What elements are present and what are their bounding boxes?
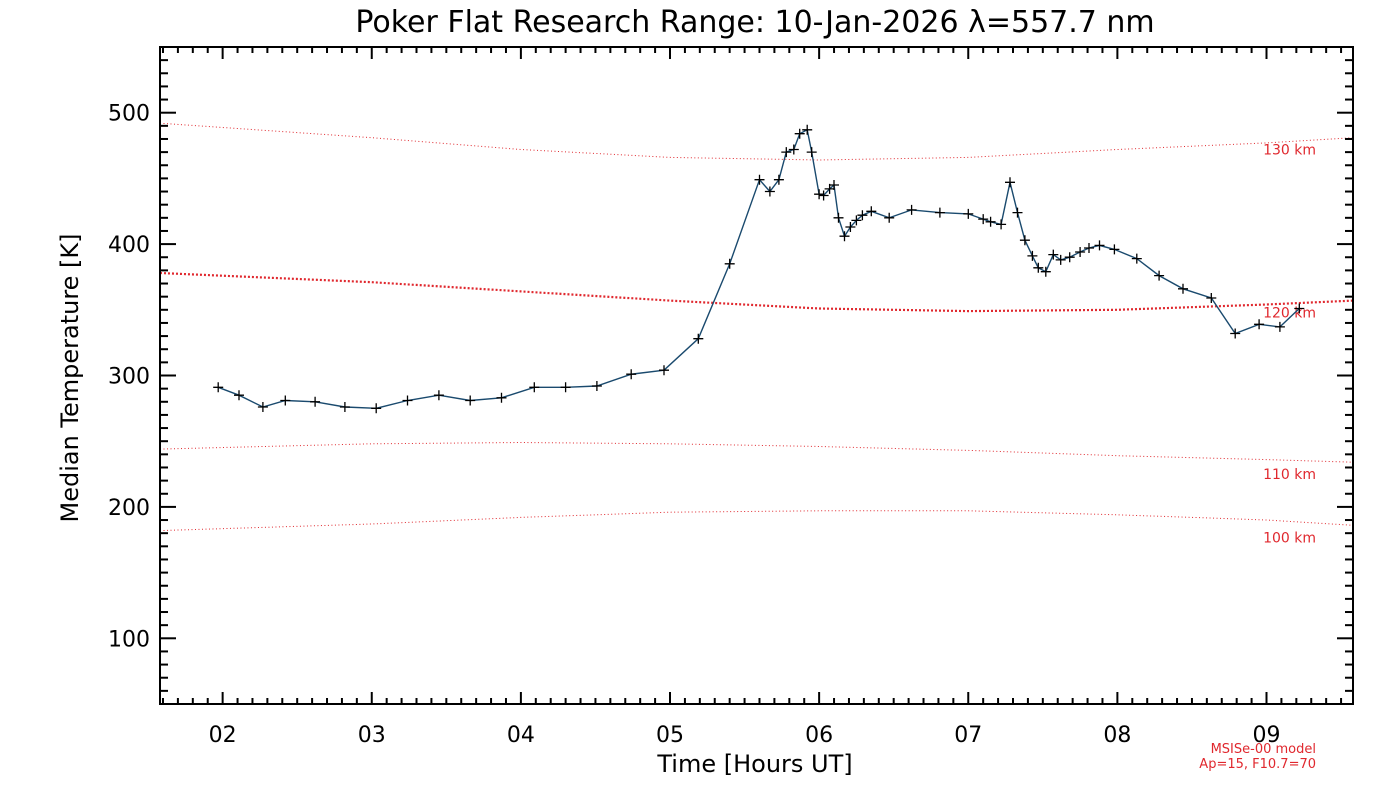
y-tick-label: 500 bbox=[108, 102, 150, 127]
y-tick-label: 300 bbox=[108, 365, 150, 390]
data-point bbox=[1033, 262, 1044, 273]
data-point bbox=[1027, 250, 1038, 261]
data-point bbox=[1064, 252, 1075, 263]
data-point bbox=[591, 381, 602, 391]
data-point bbox=[1055, 254, 1066, 265]
x-axis-label: Time [Hours UT] bbox=[656, 750, 852, 778]
data-point bbox=[781, 147, 792, 158]
data-point bbox=[906, 204, 917, 215]
x-tick-label: 07 bbox=[954, 723, 982, 748]
data-point bbox=[693, 333, 704, 344]
data-point bbox=[833, 212, 844, 223]
model-curve-120-km bbox=[159, 271, 1354, 313]
data-point bbox=[1206, 293, 1217, 303]
data-point bbox=[806, 147, 817, 158]
data-point bbox=[788, 144, 799, 155]
data-point bbox=[234, 390, 244, 401]
data-point bbox=[857, 210, 868, 221]
data-point bbox=[659, 365, 669, 376]
data-point bbox=[1005, 177, 1015, 188]
y-axis-label: Median Temperature [K] bbox=[56, 233, 84, 522]
data-point bbox=[866, 206, 877, 217]
model-curve-110-km bbox=[159, 441, 1354, 463]
model-note-name: MSISe-00 model bbox=[1211, 742, 1316, 757]
data-point bbox=[963, 208, 974, 219]
x-tick-label: 06 bbox=[805, 723, 833, 748]
data-point bbox=[1075, 247, 1086, 257]
series-line bbox=[217, 128, 1300, 410]
data-point bbox=[1294, 303, 1305, 314]
data-point bbox=[814, 189, 825, 200]
model-curve-100-km bbox=[159, 510, 1354, 532]
y-tick-label: 400 bbox=[108, 233, 150, 258]
data-point bbox=[1230, 328, 1241, 339]
data-point bbox=[1040, 266, 1051, 277]
axis-tick-labels: 02 03 04 05 06 07 08 09 100 200 300 400 500 bbox=[108, 102, 1281, 748]
data-point bbox=[884, 212, 895, 223]
y-tick-label: 200 bbox=[108, 496, 150, 521]
data-point bbox=[802, 124, 813, 135]
data-point bbox=[754, 174, 765, 185]
model-curve-label: 100 km bbox=[1263, 530, 1316, 546]
x-tick-label: 05 bbox=[656, 723, 684, 748]
data-point bbox=[845, 222, 856, 232]
x-tick-label: 03 bbox=[358, 723, 386, 748]
data-point bbox=[560, 382, 571, 393]
data-point bbox=[724, 258, 735, 269]
data-point bbox=[773, 174, 784, 185]
data-point bbox=[794, 128, 805, 139]
data-point bbox=[1274, 321, 1285, 332]
data-point bbox=[371, 403, 382, 414]
y-tick-label: 100 bbox=[108, 627, 150, 652]
data-point bbox=[310, 396, 321, 407]
model-curve-label: 130 km bbox=[1263, 143, 1316, 159]
data-point bbox=[213, 382, 224, 393]
data-point bbox=[839, 231, 850, 242]
data-point bbox=[1154, 270, 1165, 281]
data-point bbox=[1109, 244, 1120, 255]
data-point bbox=[496, 392, 507, 403]
x-tick-label: 08 bbox=[1103, 723, 1131, 748]
data-series bbox=[213, 124, 1305, 414]
data-point bbox=[851, 215, 862, 226]
plot-frame bbox=[159, 46, 1354, 705]
data-point bbox=[1131, 253, 1142, 264]
data-point bbox=[1254, 319, 1265, 330]
data-point bbox=[764, 186, 775, 197]
axis-ticks bbox=[160, 46, 1353, 705]
x-tick-label: 09 bbox=[1253, 723, 1281, 748]
data-point bbox=[529, 382, 540, 393]
data-point bbox=[1094, 240, 1105, 251]
data-point bbox=[829, 180, 839, 190]
model-note-params: Ap=15, F10.7=70 bbox=[1199, 757, 1316, 772]
data-point bbox=[339, 402, 350, 412]
data-point bbox=[257, 402, 268, 412]
data-point bbox=[985, 216, 996, 227]
chart-title: Poker Flat Research Range: 10-Jan-2026 λ… bbox=[355, 5, 1154, 40]
model-curve-label: 110 km bbox=[1263, 467, 1316, 483]
model-curve-130-km bbox=[159, 122, 1354, 161]
data-point bbox=[978, 214, 989, 225]
data-point bbox=[934, 207, 945, 218]
data-point bbox=[1012, 207, 1023, 218]
data-point bbox=[1084, 243, 1094, 253]
data-point bbox=[1178, 283, 1188, 294]
x-tick-label: 04 bbox=[507, 723, 535, 748]
data-point bbox=[818, 190, 829, 201]
data-point bbox=[1048, 249, 1059, 260]
data-point bbox=[433, 390, 444, 401]
data-point bbox=[280, 395, 291, 406]
data-point bbox=[465, 395, 476, 406]
x-tick-label: 02 bbox=[209, 723, 237, 748]
model-curve-label: 120 km bbox=[1263, 306, 1316, 322]
data-point bbox=[402, 395, 413, 406]
data-point bbox=[996, 219, 1007, 230]
data-point bbox=[626, 369, 637, 380]
data-point bbox=[1019, 235, 1030, 246]
